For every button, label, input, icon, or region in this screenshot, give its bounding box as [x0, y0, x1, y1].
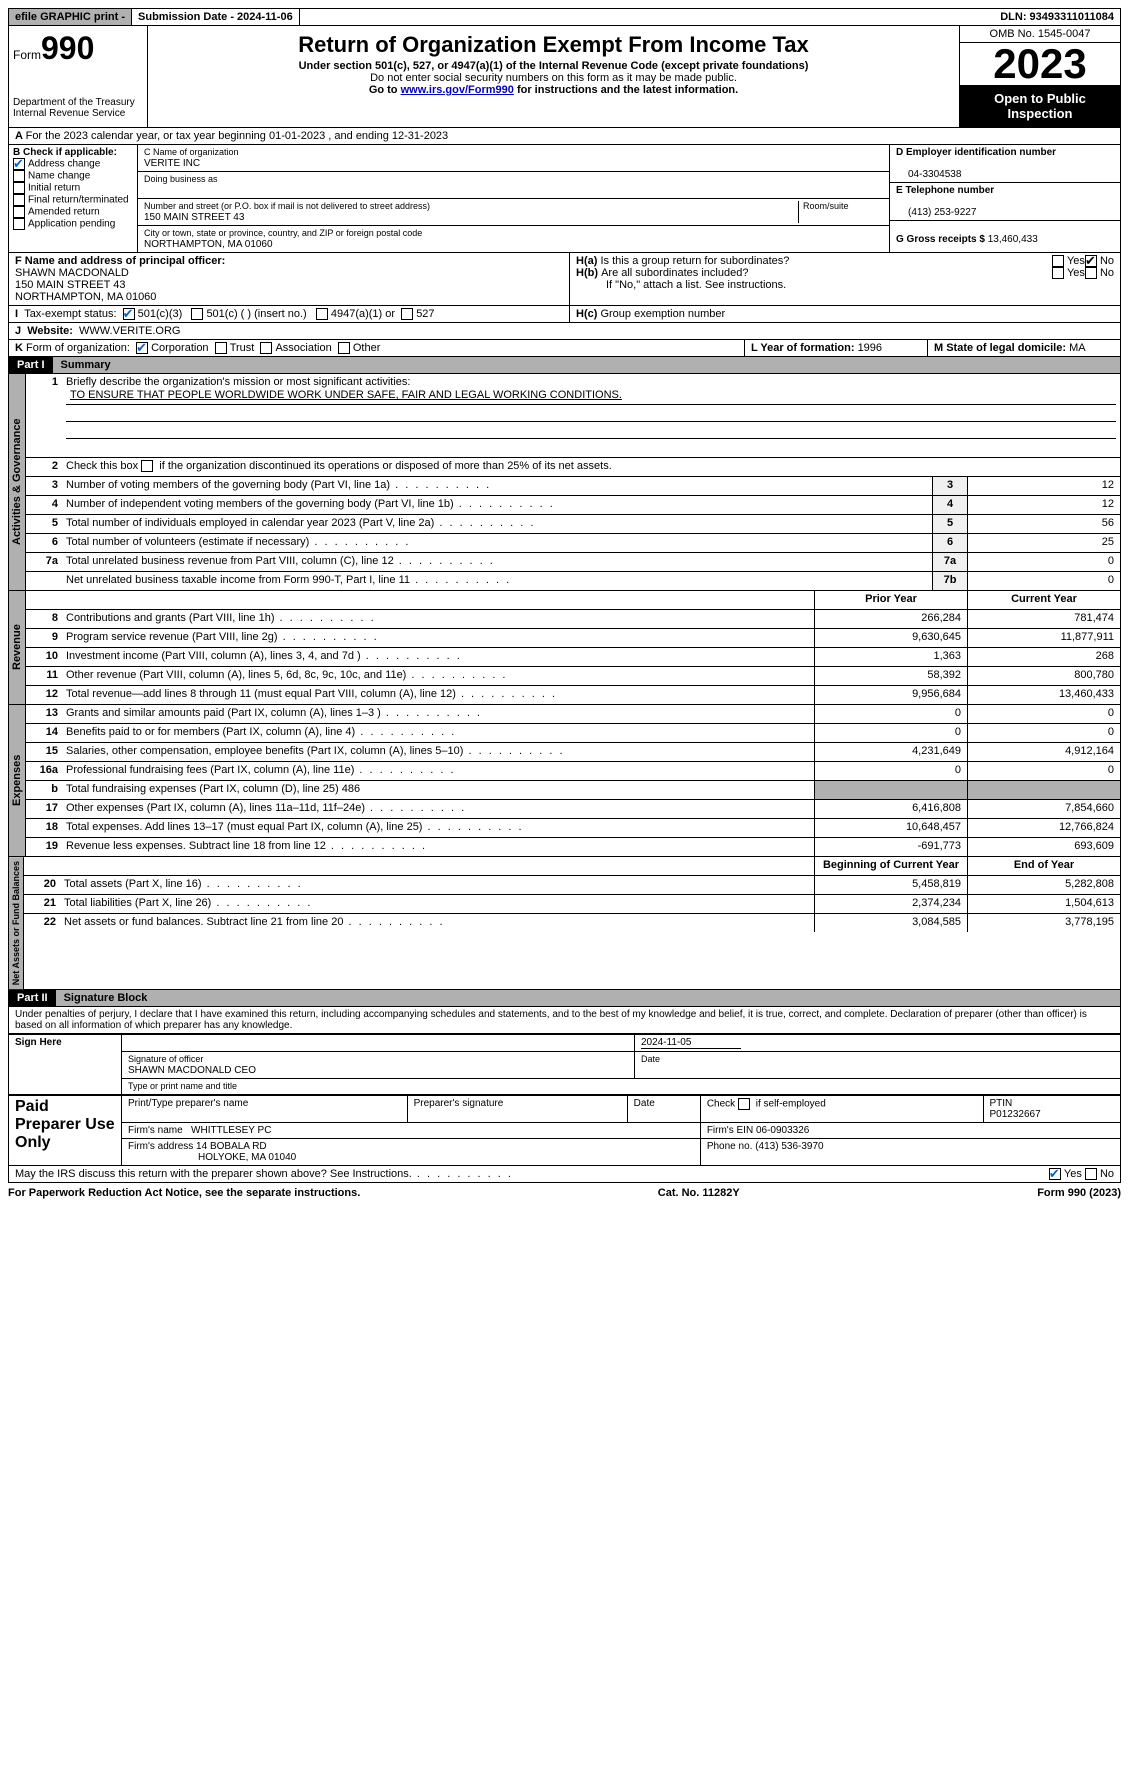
info-grid: B Check if applicable: Address changeNam… [8, 145, 1121, 253]
page-footer: For Paperwork Reduction Act Notice, see … [8, 1183, 1121, 1203]
row-j: J Website: WWW.VERITE.ORG [8, 323, 1121, 340]
signature-table: Sign Here 2024-11-05 Signature of office… [8, 1034, 1121, 1095]
tab-governance: Activities & Governance [9, 374, 26, 590]
org-city: NORTHAMPTON, MA 01060 [144, 239, 273, 250]
summary-line: 13Grants and similar amounts paid (Part … [26, 705, 1120, 724]
box-b-item[interactable]: Final return/terminated [13, 194, 133, 206]
summary-line: 9Program service revenue (Part VIII, lin… [26, 629, 1120, 648]
part2-header: Part II Signature Block [8, 990, 1121, 1007]
row-i: I Tax-exempt status: 501(c)(3) 501(c) ( … [8, 306, 1121, 323]
summary-line: 3Number of voting members of the governi… [26, 477, 1120, 496]
phone: (413) 253-9227 [896, 207, 976, 218]
mission-text[interactable]: TO ENSURE THAT PEOPLE WORLDWIDE WORK UND… [70, 389, 622, 401]
irs-link[interactable]: www.irs.gov/Form990 [401, 84, 514, 96]
summary-line: 16aProfessional fundraising fees (Part I… [26, 762, 1120, 781]
part1-header: Part I Summary [8, 357, 1121, 374]
tab-netassets: Net Assets or Fund Balances [9, 857, 24, 989]
public-inspection: Open to Public Inspection [960, 85, 1120, 127]
box-b-item[interactable]: Amended return [13, 206, 133, 218]
summary-line: bTotal fundraising expenses (Part IX, co… [26, 781, 1120, 800]
sign-here: Sign Here [9, 1035, 122, 1095]
row-fh: F Name and address of principal officer:… [8, 253, 1121, 306]
summary-line: 18Total expenses. Add lines 13–17 (must … [26, 819, 1120, 838]
box-b-item[interactable]: Name change [13, 170, 133, 182]
box-c: C Name of organizationVERITE INC Doing b… [138, 145, 890, 252]
form-subtitle: Under section 501(c), 527, or 4947(a)(1)… [156, 60, 951, 72]
ein: 04-3304538 [896, 169, 961, 180]
form-title: Return of Organization Exempt From Incom… [156, 32, 951, 58]
summary-line: 20Total assets (Part X, line 16)5,458,81… [24, 876, 1120, 895]
summary-line: 4Number of independent voting members of… [26, 496, 1120, 515]
goto-line: Go to www.irs.gov/Form990 for instructio… [156, 84, 951, 96]
org-name: VERITE INC [144, 158, 200, 169]
box-b-item[interactable]: Application pending [13, 218, 133, 230]
discuss-yes[interactable] [1049, 1168, 1061, 1180]
declaration: Under penalties of perjury, I declare th… [8, 1007, 1121, 1034]
dept-label: Department of the Treasury Internal Reve… [13, 97, 143, 119]
summary-line: 19Revenue less expenses. Subtract line 1… [26, 838, 1120, 856]
summary-line: 11Other revenue (Part VIII, column (A), … [26, 667, 1120, 686]
tab-revenue: Revenue [9, 591, 26, 704]
dln: DLN: 93493311011084 [994, 9, 1120, 25]
summary-line: 21Total liabilities (Part X, line 26)2,3… [24, 895, 1120, 914]
summary-line: 14Benefits paid to or for members (Part … [26, 724, 1120, 743]
ssn-warning: Do not enter social security numbers on … [156, 72, 951, 84]
tab-expenses: Expenses [9, 705, 26, 856]
part1-netassets: Net Assets or Fund Balances Beginning of… [8, 857, 1121, 990]
summary-line: 10Investment income (Part VIII, column (… [26, 648, 1120, 667]
website-link[interactable]: WWW.VERITE.ORG [79, 325, 180, 337]
org-address: 150 MAIN STREET 43 [144, 212, 244, 223]
summary-line: 15Salaries, other compensation, employee… [26, 743, 1120, 762]
preparer-table: Paid Preparer Use Only Print/Type prepar… [8, 1095, 1121, 1166]
part1-body: Activities & Governance 1 Briefly descri… [8, 374, 1121, 591]
summary-line: 7aTotal unrelated business revenue from … [26, 553, 1120, 572]
box-b-item[interactable]: Address change [13, 158, 133, 170]
summary-line: 6Total number of volunteers (estimate if… [26, 534, 1120, 553]
form-number: Form990 [13, 30, 143, 67]
summary-line: 12Total revenue—add lines 8 through 11 (… [26, 686, 1120, 704]
part1-expenses: Expenses 13Grants and similar amounts pa… [8, 705, 1121, 857]
box-b: B Check if applicable: Address changeNam… [9, 145, 138, 252]
form-header: Form990 Department of the Treasury Inter… [8, 26, 1121, 128]
part1-revenue: Revenue Prior YearCurrent Year 8Contribu… [8, 591, 1121, 705]
row-klm: K Form of organization: Corporation Trus… [8, 340, 1121, 357]
discuss-row: May the IRS discuss this return with the… [8, 1166, 1121, 1183]
summary-line: 5Total number of individuals employed in… [26, 515, 1120, 534]
summary-line: 17Other expenses (Part IX, column (A), l… [26, 800, 1120, 819]
line-a: A For the 2023 calendar year, or tax yea… [8, 128, 1121, 145]
tax-year: 2023 [960, 43, 1120, 85]
summary-line: 8Contributions and grants (Part VIII, li… [26, 610, 1120, 629]
top-bar: efile GRAPHIC print - Submission Date - … [8, 8, 1121, 26]
summary-line: Net unrelated business taxable income fr… [26, 572, 1120, 590]
submission-date: Submission Date - 2024-11-06 [132, 9, 300, 25]
paid-preparer: Paid Preparer Use Only [9, 1096, 122, 1166]
501c3-checkbox[interactable] [123, 308, 135, 320]
box-deg: D Employer identification number04-33045… [890, 145, 1120, 252]
gross-receipts: 13,460,433 [988, 234, 1038, 245]
efile-label: efile GRAPHIC print - [9, 9, 132, 25]
summary-line: 22Net assets or fund balances. Subtract … [24, 914, 1120, 932]
box-b-item[interactable]: Initial return [13, 182, 133, 194]
corp-checkbox[interactable] [136, 342, 148, 354]
